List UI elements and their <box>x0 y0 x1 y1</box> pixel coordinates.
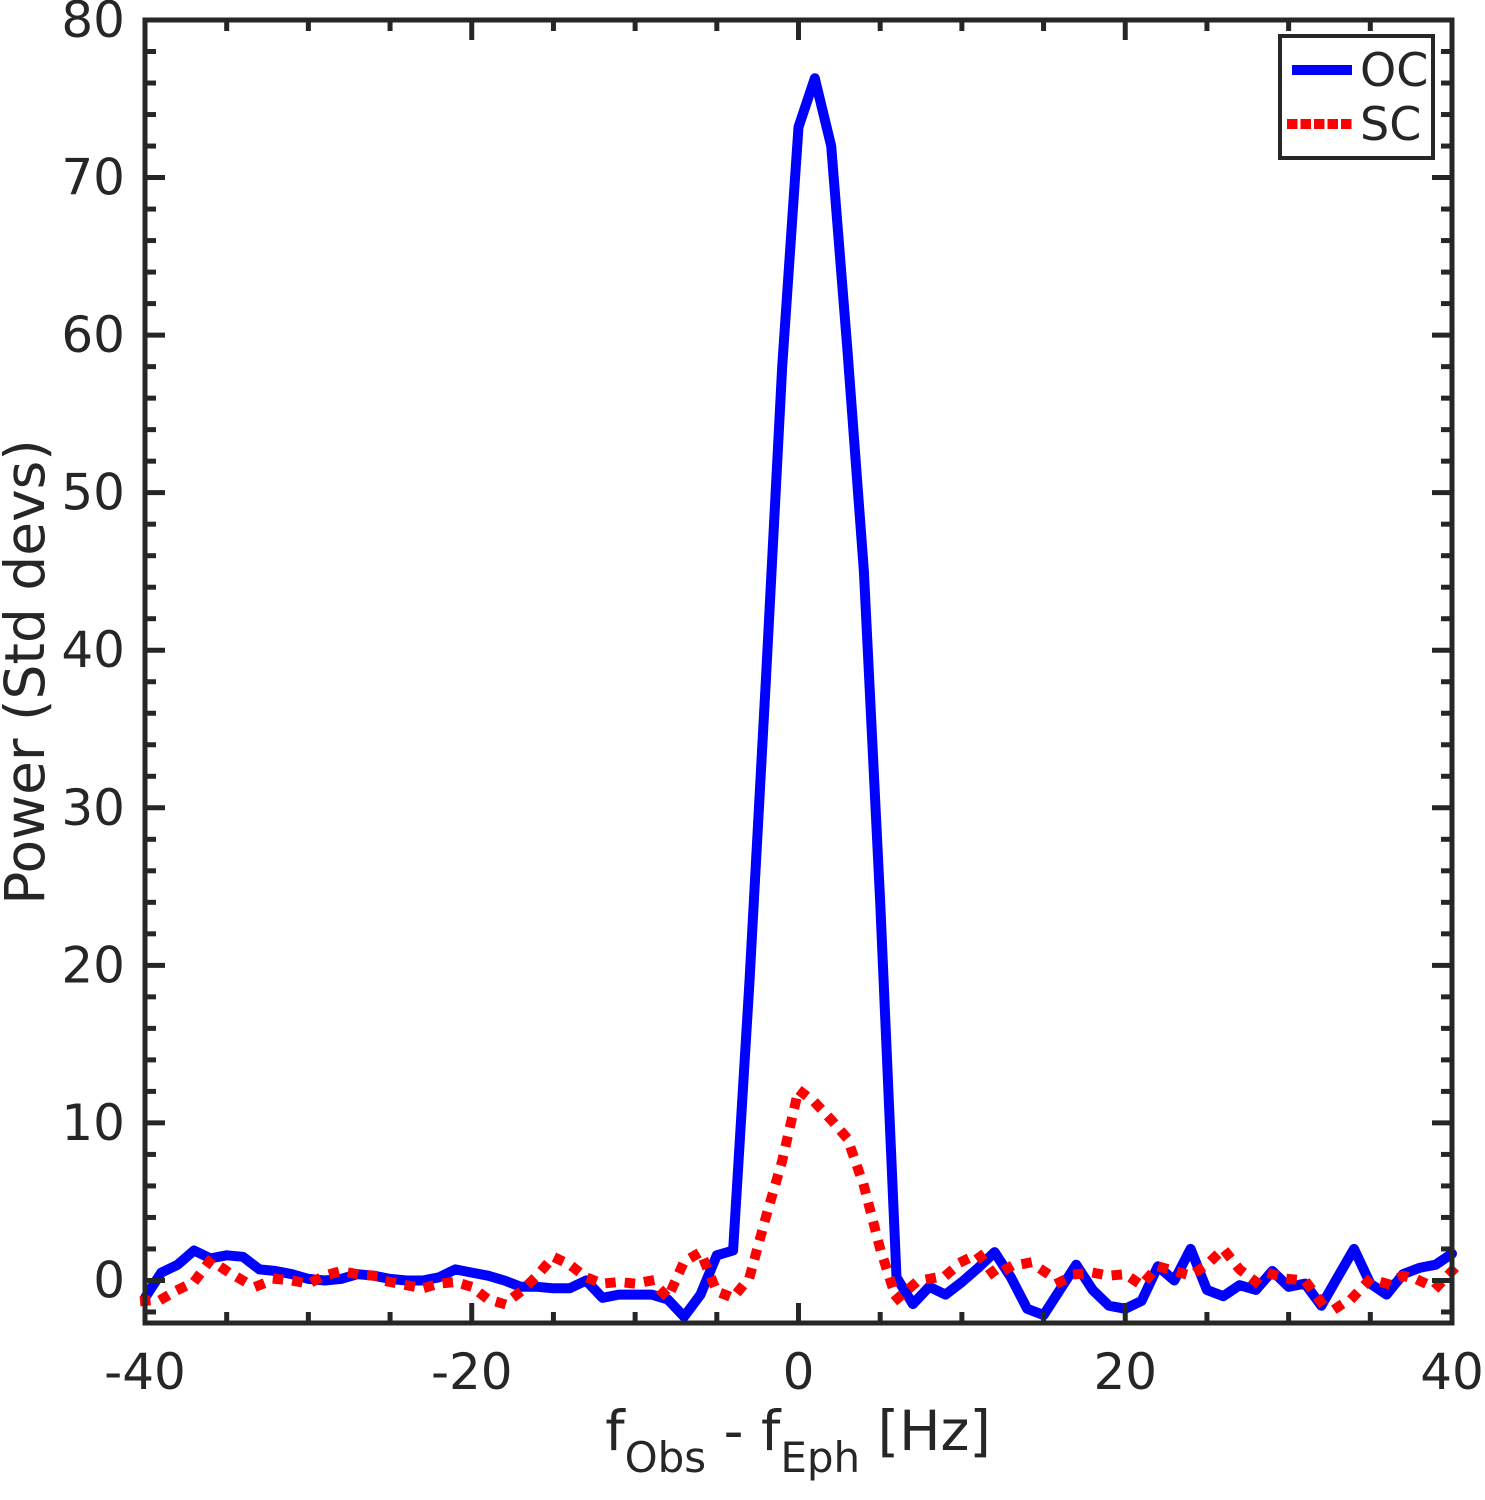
y-tick-label: 0 <box>93 1252 125 1310</box>
x-axis-label-subscript: Obs <box>625 1433 707 1482</box>
x-tick-label: 0 <box>783 1343 815 1401</box>
y-tick-label: 40 <box>61 621 125 679</box>
y-tick-label: 70 <box>61 149 125 207</box>
y-tick-label: 50 <box>61 464 125 522</box>
legend-label-sc: SC <box>1360 97 1421 151</box>
x-axis-label-subscript: Eph <box>780 1433 860 1482</box>
x-axis-label-part: [Hz] <box>860 1399 991 1463</box>
series-line-oc <box>140 73 1457 1322</box>
x-axis-label-part: f <box>605 1399 626 1463</box>
x-tick-label: 20 <box>1093 1343 1157 1401</box>
x-axis-label: fObs - fEph [Hz] <box>605 1399 991 1482</box>
y-tick-label: 60 <box>61 306 125 364</box>
y-tick-label: 30 <box>61 779 125 837</box>
axes-ticks-layer <box>142 17 1455 1323</box>
x-tick-label: 40 <box>1420 1343 1484 1401</box>
legend-box <box>1278 34 1435 160</box>
tick-labels-layer: -40 -20 0 20 40 0 10 20 30 40 50 60 70 80 <box>61 0 1483 1401</box>
legend-label-oc: OC <box>1360 43 1428 97</box>
y-tick-label: 20 <box>61 936 125 994</box>
x-axis-label-part: - f <box>706 1399 782 1463</box>
y-tick-label: 80 <box>61 0 125 49</box>
series-layer <box>139 73 1460 1322</box>
legend: OC SC <box>1278 34 1435 160</box>
x-tick-label: -40 <box>104 1343 186 1401</box>
y-tick-label: 10 <box>61 1094 125 1152</box>
x-tick-label: -20 <box>431 1343 513 1401</box>
axis-frame <box>142 17 1455 1326</box>
y-axis-label: Power (Std devs) <box>0 439 57 905</box>
